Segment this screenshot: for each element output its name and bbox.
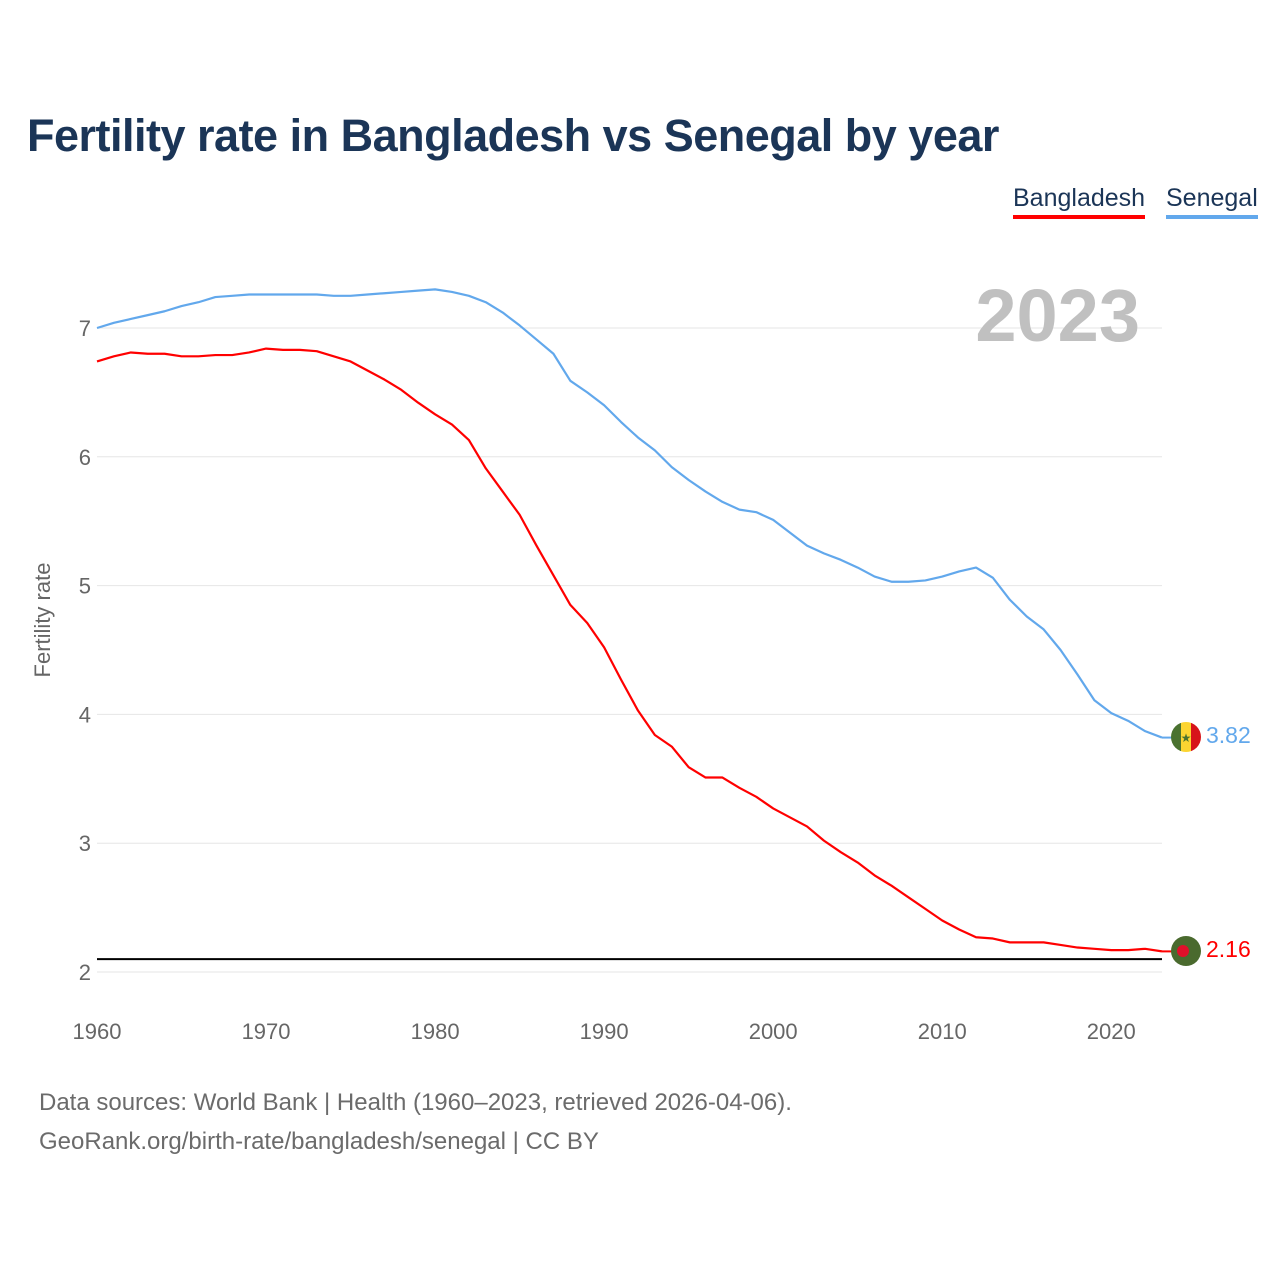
- x-tick-label: 1970: [242, 1019, 291, 1044]
- legend-bangladesh[interactable]: Bangladesh: [1013, 184, 1146, 219]
- series-line-senegal: [96, 288, 1163, 739]
- y-tick-label: 6: [79, 445, 91, 470]
- bangladesh-end-value: 2.16: [1206, 936, 1251, 962]
- senegal-end-value: 3.82: [1206, 722, 1251, 748]
- y-tick-label: 5: [79, 574, 91, 599]
- x-tick-label: 1960: [73, 1019, 122, 1044]
- x-tick-label: 1980: [411, 1019, 460, 1044]
- x-tick-label: 2000: [749, 1019, 798, 1044]
- series-line-bangladesh: [96, 347, 1163, 953]
- chart-title: Fertility rate in Bangladesh vs Senegal …: [27, 110, 999, 161]
- y-tick-label: 7: [79, 316, 91, 341]
- y-axis-label: Fertility rate: [30, 563, 55, 678]
- bangladesh-flag-icon: [1171, 936, 1201, 966]
- current-year-label: 2023: [975, 274, 1140, 357]
- source-line-1: Data sources: World Bank | Health (1960–…: [39, 1089, 792, 1116]
- x-tick-label: 2010: [918, 1019, 967, 1044]
- y-tick-label: 3: [79, 831, 91, 856]
- x-tick-label: 2020: [1087, 1019, 1136, 1044]
- y-tick-label: 2: [79, 960, 91, 985]
- x-tick-label: 1990: [580, 1019, 629, 1044]
- y-tick-label: 4: [79, 702, 91, 727]
- legend-senegal[interactable]: Senegal: [1166, 184, 1258, 219]
- source-line-2[interactable]: GeoRank.org/birth-rate/bangladesh/senega…: [39, 1128, 599, 1155]
- svg-text:★: ★: [1181, 731, 1192, 745]
- senegal-flag-icon: ★: [1171, 722, 1201, 752]
